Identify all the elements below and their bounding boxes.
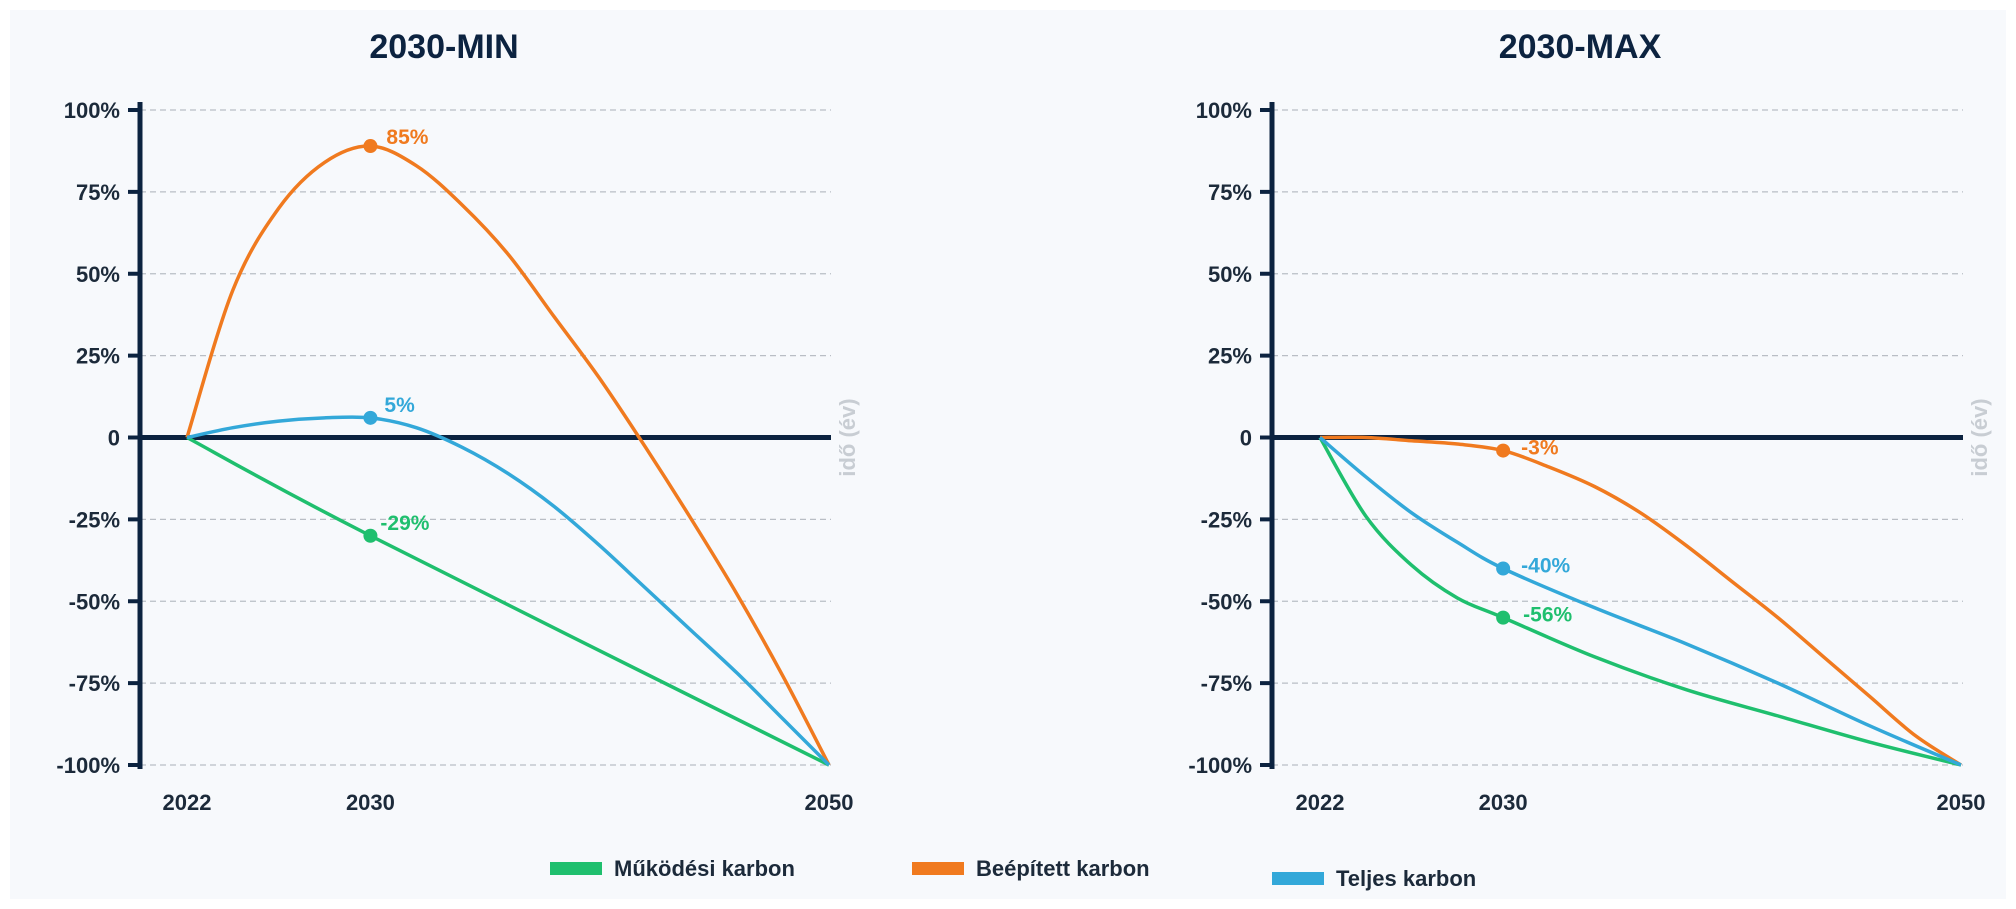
y-tick-label: 0: [108, 426, 120, 451]
data-point-1: [363, 528, 378, 543]
series-line-1: [186, 435, 830, 767]
legend-label-2: Beépített karbon: [976, 856, 1150, 881]
y-tick-label: 75%: [1208, 180, 1252, 205]
y-tick-label: 100%: [64, 98, 120, 123]
x-axis-label: idő (év): [1967, 398, 1992, 476]
legend-swatch-3: [1272, 872, 1324, 885]
y-tick-label: 25%: [76, 344, 120, 369]
legend-label-3: Teljes karbon: [1336, 866, 1476, 891]
y-tick-label: 50%: [76, 262, 120, 287]
y-tick-label: 100%: [1196, 98, 1252, 123]
y-tick-label: 75%: [76, 180, 120, 205]
data-label-2: -3%: [1521, 437, 1559, 460]
x-tick-label: 2022: [163, 790, 212, 815]
legend-swatch-2: [912, 862, 964, 875]
data-point-2: [1496, 443, 1511, 458]
chart-figure: 2030-MIN 100% 75% 50% 25% 0 -25% -50% -75% -100% 2…: [10, 10, 2006, 899]
x-tick-label: 2030: [1479, 790, 1528, 815]
data-label-2: 85%: [386, 126, 428, 149]
y-tick-label: -100%: [56, 753, 120, 778]
data-label-1: -56%: [1523, 604, 1572, 627]
x-tick-label: 2030: [346, 790, 395, 815]
y-tick-label: -100%: [1188, 753, 1252, 778]
series-line-3: [186, 415, 831, 767]
data-label-3: 5%: [384, 394, 415, 417]
y-tick-label: -25%: [1201, 507, 1252, 532]
data-label-1: -29%: [380, 512, 429, 535]
series-line-2: [185, 144, 831, 766]
data-point-1: [1496, 610, 1511, 625]
series-line-2: [1319, 435, 1962, 767]
y-tick-label: -75%: [69, 671, 120, 696]
data-point-3: [363, 410, 378, 425]
legend: Működési karbon Beépített karbon Teljes ka…: [550, 856, 1476, 891]
legend-swatch-1: [550, 862, 602, 875]
data-point-3: [1496, 561, 1511, 576]
chart-panel-2: 2030-MAX 100% 75% 50% 25% 0 -25% -50% -75% -100% 2…: [1188, 28, 1992, 815]
chart-title: 2030-MAX: [1499, 28, 1662, 66]
chart-panel-1: 2030-MIN 100% 75% 50% 25% 0 -25% -50% -75% -100% 2…: [56, 28, 860, 815]
y-tick-label: -75%: [1201, 671, 1252, 696]
x-tick-label: 2050: [805, 790, 854, 815]
y-tick-label: 50%: [1208, 262, 1252, 287]
x-tick-label: 2022: [1296, 790, 1345, 815]
series-line-1: [1318, 436, 1962, 767]
legend-label-1: Működési karbon: [614, 856, 795, 881]
x-tick-label: 2050: [1937, 790, 1986, 815]
chart-canvas: 2030-MIN100%75%50%25%0-25%-50%-75%-100%2…: [56, 28, 1992, 891]
y-tick-label: -50%: [1201, 589, 1252, 614]
series-line-3: [1318, 436, 1962, 767]
chart-title: 2030-MIN: [369, 28, 518, 66]
x-axis-label: idő (év): [835, 398, 860, 476]
data-label-3: -40%: [1521, 555, 1570, 578]
y-tick-label: 25%: [1208, 344, 1252, 369]
y-tick-label: 0: [1240, 426, 1252, 451]
data-point-2: [363, 139, 378, 154]
y-tick-label: -50%: [69, 589, 120, 614]
y-tick-label: -25%: [69, 507, 120, 532]
